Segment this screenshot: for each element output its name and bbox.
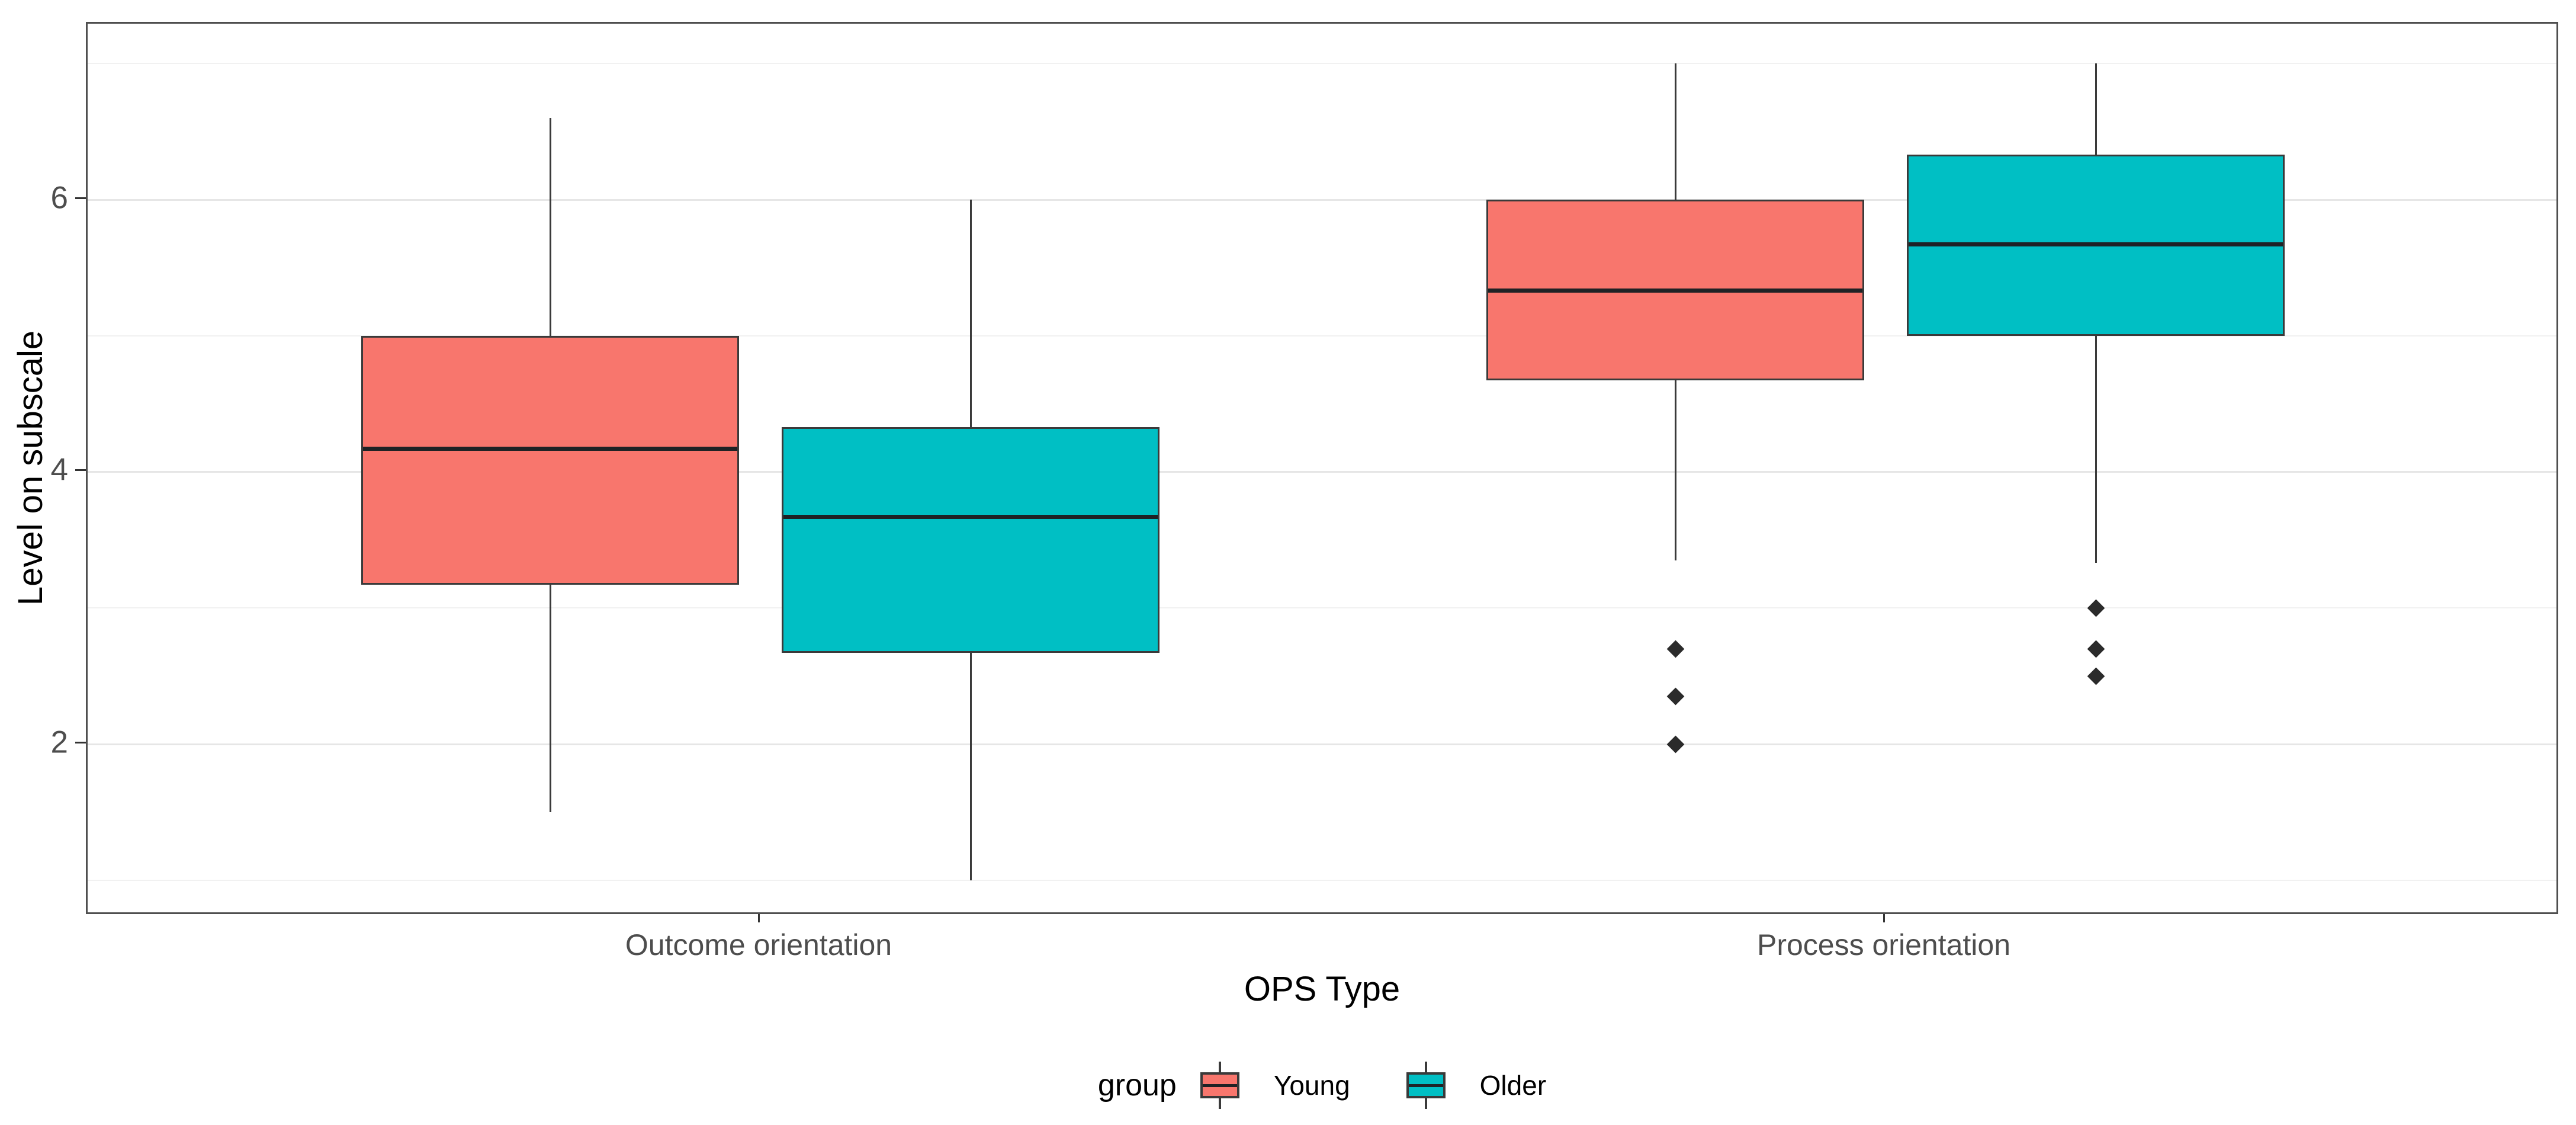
legend-title: group <box>1097 1068 1177 1102</box>
legend-label-young: Young <box>1273 1070 1350 1101</box>
upper-whisker-outcome-older <box>969 199 972 427</box>
major-gridline <box>88 743 2556 746</box>
x-axis-title: OPS Type <box>1244 970 1401 1008</box>
x-tick-mark <box>758 914 760 922</box>
y-tick-mark <box>75 197 86 199</box>
young-boxplot-key-icon <box>1200 1062 1239 1109</box>
minor-gridline <box>88 607 2556 609</box>
x-tick-mark <box>1883 914 1885 922</box>
y-tick-mark <box>75 742 86 744</box>
major-gridline <box>88 471 2556 473</box>
y-tick-mark <box>75 469 86 472</box>
legend-item-older: Older <box>1406 1062 1546 1109</box>
y-axis-title: Level on subscale <box>11 330 50 606</box>
legend-label-older: Older <box>1479 1070 1547 1101</box>
major-gridline <box>88 198 2556 201</box>
outlier-point-process-young <box>1666 640 1684 658</box>
x-tick-label: Process orientation <box>1756 928 2011 961</box>
box-outcome-older <box>782 427 1159 653</box>
median-line-process-older <box>1909 242 2283 246</box>
legend-item-young: Young <box>1200 1062 1350 1109</box>
median-line-outcome-older <box>783 514 1158 519</box>
y-tick-label: 2 <box>50 725 68 760</box>
minor-gridline <box>88 335 2556 336</box>
y-tick-label: 4 <box>50 452 68 488</box>
median-line-outcome-young <box>363 446 737 451</box>
x-tick-label: Outcome orientation <box>625 928 892 961</box>
outlier-point-process-young <box>1666 735 1684 754</box>
outlier-point-process-older <box>2087 640 2105 658</box>
lower-whisker-outcome-older <box>969 653 972 881</box>
median-line-process-young <box>1488 289 1862 293</box>
legend: group Young Older <box>86 1050 2558 1121</box>
plot-panel <box>86 22 2558 914</box>
outlier-point-process-young <box>1666 687 1684 706</box>
upper-whisker-outcome-young <box>549 117 551 336</box>
lower-whisker-outcome-young <box>549 585 551 813</box>
lower-whisker-process-young <box>1674 380 1676 560</box>
lower-whisker-process-older <box>2095 335 2097 563</box>
upper-whisker-process-young <box>1674 63 1676 200</box>
outlier-point-process-older <box>2087 667 2105 685</box>
minor-gridline <box>88 62 2556 64</box>
minor-gridline <box>88 880 2556 882</box>
older-boxplot-key-icon <box>1406 1062 1446 1109</box>
box-outcome-young <box>361 335 739 585</box>
outlier-point-process-older <box>2087 599 2105 617</box>
y-tick-label: 6 <box>50 180 68 216</box>
upper-whisker-process-older <box>2095 63 2097 155</box>
